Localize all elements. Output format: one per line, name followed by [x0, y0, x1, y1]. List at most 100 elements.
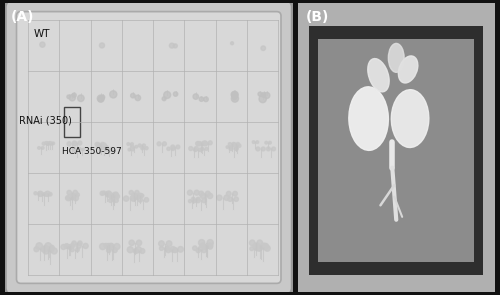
Circle shape	[127, 143, 130, 145]
Circle shape	[138, 198, 142, 202]
Circle shape	[45, 191, 50, 196]
Circle shape	[262, 243, 268, 250]
Circle shape	[52, 142, 54, 145]
Circle shape	[40, 42, 45, 47]
Circle shape	[46, 142, 50, 145]
Circle shape	[192, 246, 197, 250]
Circle shape	[262, 93, 266, 97]
Circle shape	[38, 193, 42, 196]
Circle shape	[208, 193, 212, 199]
Circle shape	[43, 193, 46, 196]
Circle shape	[72, 148, 76, 151]
Circle shape	[208, 243, 213, 248]
Circle shape	[196, 142, 200, 146]
Circle shape	[232, 95, 238, 102]
Circle shape	[265, 141, 268, 144]
Circle shape	[256, 147, 260, 151]
Circle shape	[256, 141, 258, 143]
Circle shape	[145, 147, 148, 150]
Circle shape	[224, 195, 229, 200]
Circle shape	[124, 196, 128, 201]
Circle shape	[232, 191, 237, 196]
Bar	[64, 107, 80, 137]
Circle shape	[255, 247, 259, 251]
Circle shape	[162, 142, 166, 146]
Circle shape	[216, 195, 222, 200]
Circle shape	[198, 142, 202, 146]
Circle shape	[198, 148, 202, 152]
Circle shape	[250, 240, 255, 246]
Circle shape	[100, 43, 104, 48]
Circle shape	[129, 240, 134, 245]
Circle shape	[66, 195, 71, 201]
Bar	[318, 39, 474, 262]
Circle shape	[266, 147, 270, 151]
Circle shape	[110, 243, 114, 248]
Circle shape	[100, 147, 103, 150]
Circle shape	[140, 249, 145, 253]
Circle shape	[172, 147, 174, 150]
Circle shape	[130, 143, 134, 145]
Circle shape	[228, 197, 232, 201]
Ellipse shape	[349, 87, 389, 150]
Circle shape	[132, 148, 134, 151]
Circle shape	[196, 198, 200, 203]
Circle shape	[206, 191, 210, 196]
Circle shape	[104, 147, 108, 150]
Circle shape	[40, 247, 46, 252]
Circle shape	[165, 246, 169, 250]
Circle shape	[135, 196, 139, 199]
Text: (B): (B)	[306, 10, 329, 24]
Circle shape	[230, 42, 234, 45]
Circle shape	[138, 144, 141, 147]
Circle shape	[167, 147, 170, 150]
Circle shape	[70, 248, 74, 252]
Circle shape	[69, 94, 75, 101]
Circle shape	[36, 243, 43, 249]
Circle shape	[106, 248, 111, 253]
Circle shape	[38, 147, 40, 149]
Circle shape	[252, 141, 255, 143]
Circle shape	[100, 243, 106, 250]
Circle shape	[162, 97, 166, 101]
Circle shape	[160, 246, 164, 250]
Circle shape	[67, 95, 70, 99]
Circle shape	[188, 190, 192, 195]
Circle shape	[196, 248, 200, 253]
Circle shape	[50, 245, 54, 250]
Circle shape	[44, 193, 48, 196]
Circle shape	[46, 142, 50, 145]
Ellipse shape	[392, 90, 429, 148]
Circle shape	[259, 95, 266, 103]
Circle shape	[78, 141, 82, 145]
Circle shape	[71, 193, 74, 197]
Circle shape	[166, 241, 172, 246]
Circle shape	[254, 243, 260, 250]
Circle shape	[70, 244, 74, 248]
Circle shape	[64, 244, 69, 248]
Circle shape	[229, 147, 233, 150]
Circle shape	[207, 240, 214, 246]
Circle shape	[130, 93, 135, 98]
Circle shape	[68, 245, 73, 250]
Circle shape	[208, 245, 212, 249]
Circle shape	[38, 191, 43, 196]
Circle shape	[112, 192, 117, 197]
Circle shape	[231, 91, 237, 98]
Circle shape	[104, 145, 108, 149]
Circle shape	[268, 141, 272, 144]
Circle shape	[96, 143, 100, 147]
Circle shape	[188, 199, 192, 203]
Circle shape	[45, 243, 52, 249]
Circle shape	[136, 247, 141, 253]
Circle shape	[42, 147, 44, 149]
Circle shape	[194, 147, 198, 150]
Circle shape	[171, 145, 174, 149]
Circle shape	[172, 248, 178, 253]
Circle shape	[199, 191, 203, 196]
Circle shape	[34, 247, 39, 252]
Circle shape	[262, 147, 265, 151]
Circle shape	[106, 191, 110, 195]
Circle shape	[174, 92, 178, 96]
Circle shape	[130, 196, 136, 201]
